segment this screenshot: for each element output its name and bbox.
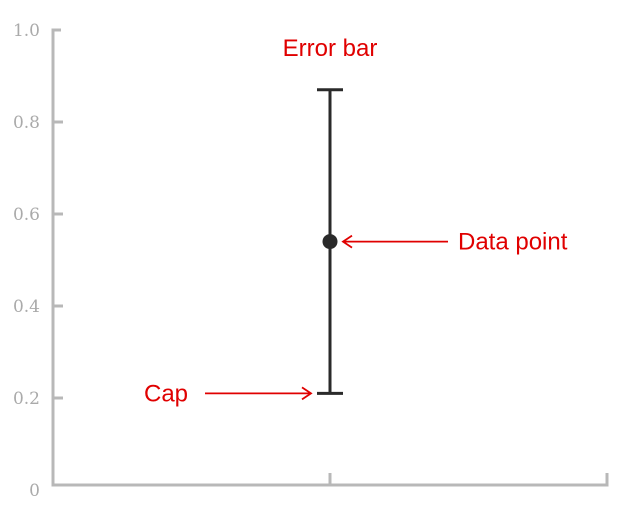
error-bar-label: Error bar — [283, 35, 378, 62]
y-tick-label: 0.2 — [13, 389, 40, 409]
data-point-label: Data point — [458, 229, 568, 256]
cap-arrow-head — [301, 386, 313, 401]
cap-label: Cap — [144, 380, 188, 407]
y-tick-label: 0 — [29, 481, 40, 501]
y-tick-label: 0.8 — [13, 113, 40, 133]
y-tick-label: 0.6 — [13, 205, 40, 225]
annotations: Error bar Data point Cap — [144, 35, 568, 407]
data-point — [322, 234, 338, 250]
y-tick-labels: 0 0.2 0.4 0.6 0.8 1.0 — [13, 21, 40, 501]
y-tick-label: 0.4 — [13, 297, 40, 317]
y-tick-label: 1.0 — [13, 21, 40, 41]
data-point-arrow-head — [341, 234, 353, 249]
axis-frame — [51, 28, 609, 487]
axes — [51, 28, 609, 487]
chart-marks — [317, 88, 343, 395]
